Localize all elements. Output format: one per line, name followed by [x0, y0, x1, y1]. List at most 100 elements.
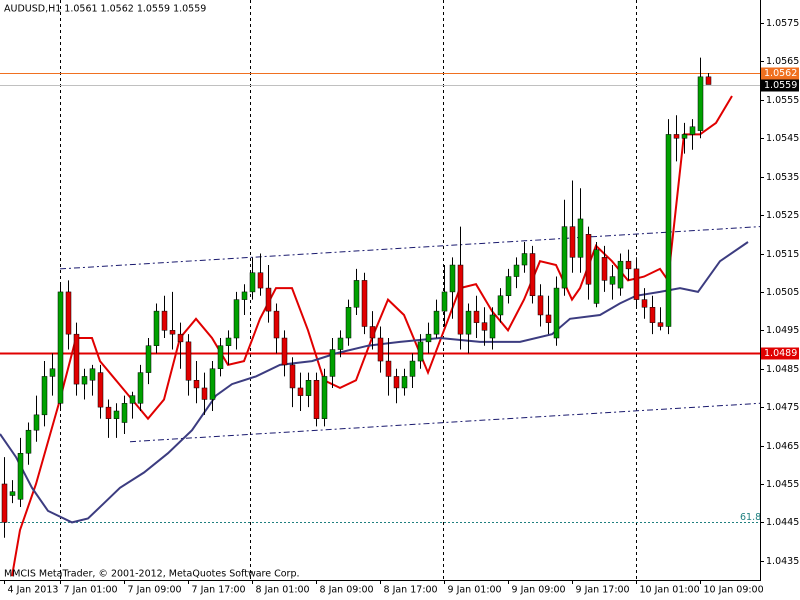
candle-body [233, 299, 240, 339]
y-tick-label: 1.0435 [766, 556, 799, 567]
y-tick-label: 1.0465 [766, 441, 799, 452]
candle-body [313, 380, 320, 419]
candle-body [377, 337, 384, 362]
candle-body [505, 276, 512, 297]
candle-body [201, 387, 208, 400]
candle-body [697, 76, 704, 131]
candle-body [121, 403, 128, 423]
price-tag: 1.0562 [764, 68, 797, 79]
candle-body [489, 314, 496, 339]
candle-body [241, 291, 248, 300]
price-tag: 1.0489 [764, 348, 797, 359]
candle-body [289, 364, 296, 389]
axis-layer: 1.0575 1.0565 1.0555 1.0545 1.0535 1.0525 1.05… [4, 18, 799, 596]
candle-body [665, 134, 672, 327]
y-tick-label: 1.0545 [766, 133, 799, 144]
copyright: MMCIS MetaTrader, © 2001-2012, MetaQuote… [4, 569, 300, 580]
candle-body [281, 337, 288, 366]
candle-body [113, 410, 120, 419]
candle-body [417, 341, 424, 362]
candle-body [265, 287, 272, 312]
candle-body [409, 360, 416, 377]
y-tick-label: 1.0515 [766, 249, 799, 260]
candle-body [569, 226, 576, 258]
candle-body [185, 341, 192, 381]
candle-body [593, 249, 600, 304]
candle-body [601, 257, 608, 281]
candle-body [137, 372, 144, 404]
candle-body [217, 345, 224, 369]
y-tick-label: 1.0495 [766, 325, 799, 336]
price-tag-box [761, 79, 799, 92]
candle-body [209, 368, 216, 400]
candle-body [561, 226, 568, 289]
candle-body [609, 276, 616, 285]
candle-body [33, 414, 40, 431]
candle-body [577, 218, 584, 258]
candle-body [337, 337, 344, 350]
x-tick-label: 7 Jan 01:00 [64, 585, 118, 596]
candle-body [513, 264, 520, 277]
level-label: 61.8 [740, 512, 761, 523]
y-tick-label: 1.0455 [766, 479, 799, 490]
candle-body [625, 260, 632, 270]
x-tick-label: 10 Jan 09:00 [704, 585, 764, 596]
candle-body [321, 376, 328, 419]
candle-body [673, 134, 680, 139]
candle-body [473, 310, 480, 323]
candle-body [361, 280, 368, 327]
candle-body [433, 310, 440, 335]
candle-body [689, 126, 696, 135]
candle-body [161, 310, 168, 331]
candle-layer [1, 57, 712, 538]
candle-body [89, 368, 96, 381]
candle-body [481, 322, 488, 331]
candle-body [649, 307, 656, 323]
candle-body [441, 291, 448, 312]
candle-body [257, 272, 264, 289]
candle-body [73, 333, 80, 385]
candle-body [145, 345, 152, 373]
candle-body [345, 307, 352, 339]
candle-body [329, 349, 336, 377]
candle-body [177, 333, 184, 343]
chart-title: AUDUSD,H1 1.0561 1.0562 1.0559 1.0559 [4, 4, 206, 15]
indicator-line [0, 241, 749, 524]
candle-body [465, 310, 472, 335]
y-tick-label: 1.0575 [766, 18, 799, 29]
candle-body [401, 376, 408, 389]
y-tick-label: 1.0505 [766, 287, 799, 298]
candle-body [25, 429, 32, 454]
x-tick-label: 10 Jan 01:00 [640, 585, 700, 596]
candle-body [65, 291, 72, 335]
candle-body [41, 376, 48, 416]
x-tick-label: 7 Jan 17:00 [192, 585, 246, 596]
candle-body [305, 380, 312, 396]
candle-body [169, 330, 176, 335]
candle-body [249, 272, 256, 293]
candle-body [97, 372, 104, 408]
candle-body [425, 333, 432, 343]
candle-body [353, 280, 360, 308]
x-tick-label: 7 Jan 09:00 [128, 585, 182, 596]
x-tick-label: 8 Jan 01:00 [256, 585, 310, 596]
price-tag-box [761, 347, 799, 360]
y-tick-label: 1.0445 [766, 517, 799, 528]
y-tick-label: 1.0475 [766, 402, 799, 413]
candle-body [641, 299, 648, 308]
candle-body [369, 326, 376, 339]
candle-body [585, 234, 592, 285]
candle-body [457, 264, 464, 335]
y-tick-label: 1.0555 [766, 95, 799, 106]
y-tick-label: 1.0565 [766, 56, 799, 67]
candle-body [9, 491, 16, 496]
candle-body [449, 264, 456, 293]
x-tick-label: 8 Jan 09:00 [320, 585, 374, 596]
y-tick-label: 1.0525 [766, 210, 799, 221]
candle-body [57, 291, 64, 404]
candle-body [129, 395, 136, 404]
candle-body [153, 310, 160, 346]
y-tick-label: 1.0485 [766, 364, 799, 375]
